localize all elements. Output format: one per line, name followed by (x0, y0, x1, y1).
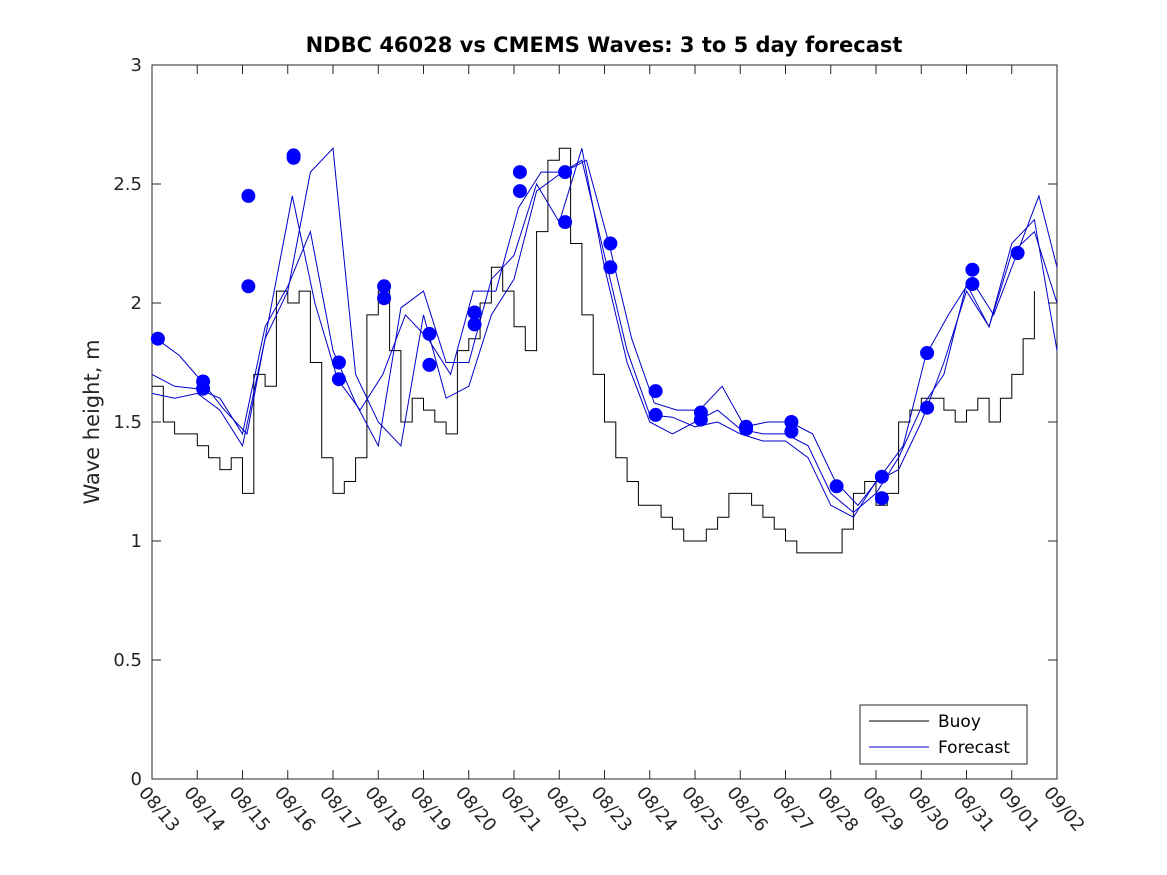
forecast-marker (241, 188, 256, 203)
legend-box (859, 704, 1028, 765)
forecast-marker (512, 184, 527, 199)
forecast-marker (558, 165, 573, 180)
forecast-marker (648, 384, 663, 399)
x-tick-label: 08/28 (813, 783, 862, 836)
forecast-marker (422, 357, 437, 372)
x-tick-label: 08/30 (903, 783, 952, 836)
y-tick-label: 2 (131, 293, 142, 314)
forecast-marker (920, 400, 935, 415)
y-axis: 0 0.5 1 1.5 2 2.5 3 (113, 55, 1057, 790)
x-tick-label: 08/26 (722, 783, 771, 836)
forecast-marker (331, 372, 346, 387)
forecast-marker (784, 424, 799, 439)
y-axis-label: Wave height, m (80, 339, 104, 504)
forecast-marker (512, 165, 527, 180)
forecast-marker (1010, 246, 1025, 260)
forecast-marker (422, 326, 437, 341)
y-tick-label: 0 (131, 769, 142, 790)
forecast-marker (965, 262, 980, 277)
forecast-marker (241, 279, 256, 294)
x-tick-label: 08/14 (179, 783, 228, 836)
forecast-marker (603, 236, 618, 251)
forecast-marker (467, 305, 482, 320)
forecast-marker (331, 355, 346, 370)
x-tick-label: 08/19 (406, 783, 455, 836)
x-tick-label: 08/22 (541, 783, 590, 836)
forecast-marker (558, 215, 573, 230)
y-tick-label: 0.5 (113, 650, 142, 671)
y-tick-label: 2.5 (113, 174, 142, 195)
x-tick-label: 08/20 (451, 783, 500, 836)
forecast-marker (874, 491, 889, 506)
x-tick-label: 08/18 (360, 783, 409, 836)
x-tick-label: 08/24 (632, 783, 681, 836)
forecast-marker (739, 422, 754, 437)
x-tick-label: 08/15 (225, 783, 274, 836)
forecast-marker (377, 279, 392, 294)
buoy-series-line (152, 147, 1035, 554)
x-tick-label: 08/29 (858, 783, 907, 836)
forecast-marker (286, 150, 301, 165)
forecast-marker (648, 407, 663, 422)
forecast-marker (920, 346, 935, 360)
x-tick-label: 09/02 (1039, 783, 1088, 836)
x-tick-label: 08/31 (949, 783, 998, 836)
x-tick-label: 09/01 (994, 783, 1043, 836)
x-tick-label: 08/23 (587, 783, 636, 836)
x-tick-label: 08/21 (496, 783, 545, 836)
legend: Buoy Forecast (859, 704, 1028, 765)
legend-forecast-label: Forecast (938, 738, 1010, 758)
y-tick-label: 1 (131, 531, 142, 552)
x-tick-label: 08/27 (768, 783, 817, 836)
forecast-marker (467, 317, 482, 332)
forecast-marker (603, 260, 618, 275)
forecast-marker (150, 331, 165, 346)
forecast-marker (965, 277, 980, 291)
legend-buoy-label: Buoy (938, 712, 981, 732)
x-tick-label: 08/13 (134, 783, 183, 836)
forecast-series-line (151, 147, 1058, 518)
forecast-marker (829, 479, 844, 494)
marker-layer (150, 148, 1025, 506)
forecast-marker (196, 381, 211, 396)
x-tick-label: 08/16 (270, 783, 319, 836)
forecast-marker (693, 412, 708, 427)
forecast-marker (377, 291, 392, 306)
x-tick-label: 08/17 (315, 783, 364, 836)
x-tick-label: 08/25 (677, 783, 726, 836)
chart-title: NDBC 46028 vs CMEMS Waves: 3 to 5 day fo… (306, 33, 903, 57)
forecast-marker (874, 469, 889, 484)
y-tick-label: 1.5 (113, 412, 142, 433)
y-tick-label: 3 (131, 55, 142, 76)
